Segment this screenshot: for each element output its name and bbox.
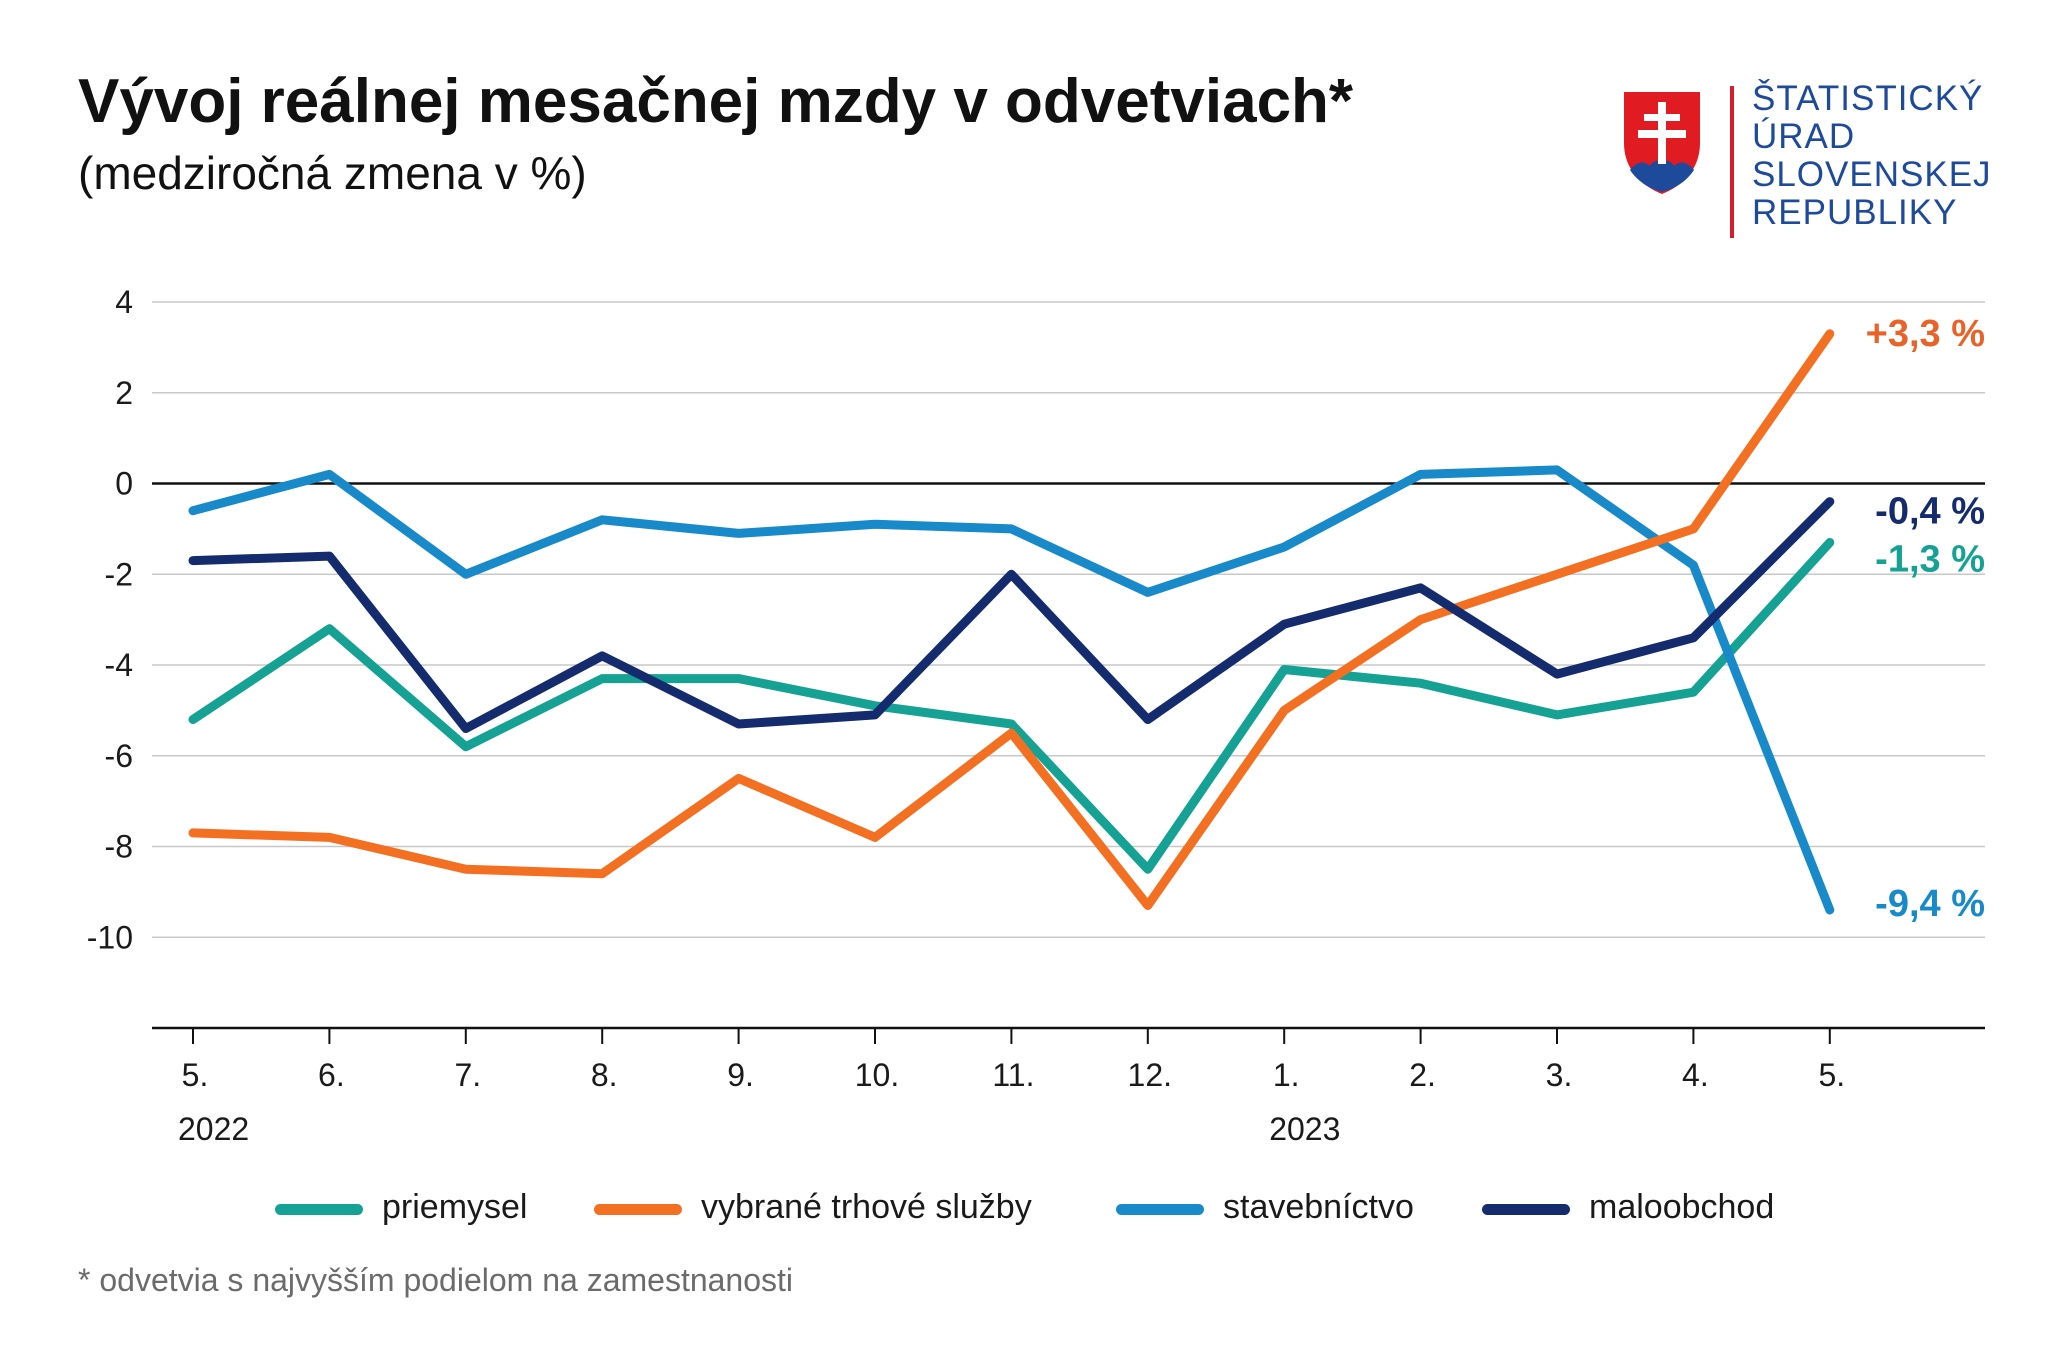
chart-legend: priemysel vybrané trhové služby stavební… xyxy=(0,1180,2048,1240)
logo-line: REPUBLIKY xyxy=(1752,193,1958,232)
x-tick-label: 10. xyxy=(855,1057,899,1093)
y-tick-label: 2 xyxy=(115,375,133,411)
x-tick-label: 9. xyxy=(727,1057,754,1093)
legend-label: stavebníctvo xyxy=(1223,1188,1414,1226)
legend-label: priemysel xyxy=(382,1188,528,1226)
x-tick-label: 2. xyxy=(1409,1057,1436,1093)
legend-label: maloobchod xyxy=(1589,1188,1775,1226)
x-tick-label: 8. xyxy=(591,1057,618,1093)
x-tick-label: 5. xyxy=(182,1057,209,1093)
y-tick-label: 4 xyxy=(115,284,133,320)
end-value-label: +3,3 % xyxy=(1866,313,1985,355)
x-tick-label: 3. xyxy=(1546,1057,1573,1093)
y-tick-label: -2 xyxy=(105,556,133,592)
series-line-maloobchod xyxy=(188,497,1835,733)
series-line-stavebníctvo xyxy=(188,465,1835,915)
logo-divider xyxy=(1730,86,1734,238)
y-tick-label: -6 xyxy=(105,738,133,774)
y-tick-label: -10 xyxy=(87,919,133,955)
end-value-label: -1,3 % xyxy=(1875,538,1985,580)
x-tick-label: 6. xyxy=(318,1057,345,1093)
legend-swatch xyxy=(275,1204,363,1215)
x-tick-label: 11. xyxy=(992,1057,1034,1093)
x-year-label: 2023 xyxy=(1269,1111,1340,1147)
logo-text: ŠTATISTICKÝ ÚRAD SLOVENSKEJ REPUBLIKY xyxy=(1752,80,1992,232)
end-value-label: -9,4 % xyxy=(1875,883,1985,925)
footnote: * odvetvia s najvyšším podielom na zames… xyxy=(78,1262,794,1298)
x-tick-label: 12. xyxy=(1128,1057,1172,1093)
legend-label: vybrané trhové služby xyxy=(701,1188,1032,1226)
x-tick-label: 1. xyxy=(1273,1057,1300,1093)
logo-line: ÚRAD xyxy=(1752,117,1856,156)
legend-swatch xyxy=(1482,1204,1570,1215)
line-chart: 4 2 0 -2 -4 -6 -8 -10 5. 6. 7. 8. 9. 10. 11. 12. 1. 2. 3. 4… xyxy=(87,284,1985,1147)
slovak-coat-of-arms-icon xyxy=(1624,92,1700,194)
logo-line: ŠTATISTICKÝ xyxy=(1752,79,1984,118)
x-tick-label: 4. xyxy=(1682,1057,1709,1093)
chart-title: Vývoj reálnej mesačnej mzdy v odvetviach… xyxy=(78,67,1354,136)
x-tick-label: 7. xyxy=(454,1057,481,1093)
series-line-vybrané-trhové-služby xyxy=(188,329,1835,910)
series-line-priemysel xyxy=(188,538,1835,874)
end-value-label: -0,4 % xyxy=(1875,491,1985,533)
x-year-label: 2022 xyxy=(178,1111,249,1147)
y-tick-label: -4 xyxy=(105,647,133,683)
legend-swatch xyxy=(594,1204,682,1215)
y-tick-label: 0 xyxy=(115,466,133,502)
chart-subtitle: (medziročná zmena v %) xyxy=(78,147,587,199)
statistical-office-logo: ŠTATISTICKÝ ÚRAD SLOVENSKEJ REPUBLIKY xyxy=(1612,80,2012,250)
y-tick-label: -8 xyxy=(105,829,133,865)
logo-line: SLOVENSKEJ xyxy=(1752,155,1992,194)
x-tick-label: 5. xyxy=(1818,1057,1845,1093)
legend-swatch xyxy=(1116,1204,1204,1215)
